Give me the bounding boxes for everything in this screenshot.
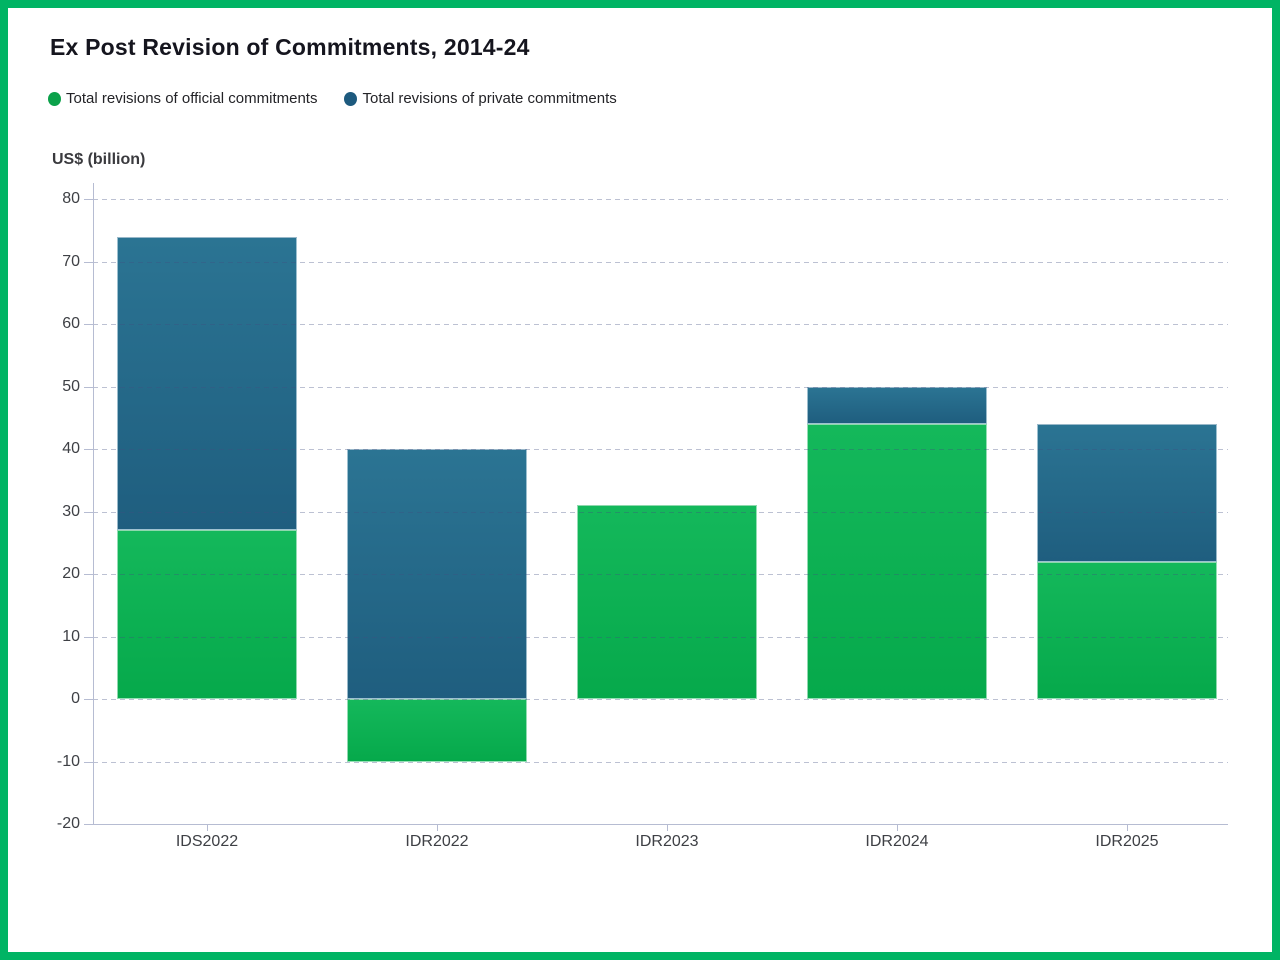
y-tick--20 [84,824,93,825]
y-tick-80 [84,199,93,200]
bar-segment-private-IDR2024[interactable] [807,386,987,424]
x-axis-label-IDR2024: IDR2024 [865,833,929,850]
x-tick-IDR2025 [1126,824,1128,831]
bar-segment-official-IDS2022[interactable] [117,530,297,699]
gridline-0 [93,699,1228,700]
bar-segment-private-IDR2022[interactable] [347,449,527,699]
x-tick-IDR2024 [896,824,898,831]
bar-segment-private-IDS2022[interactable] [117,236,297,531]
y-axis-label-70: 70 [62,252,80,270]
y-tick-20 [84,574,93,575]
legend-item-official[interactable]: Total revisions of official commitments [48,90,317,107]
y-axis-label--10: -10 [56,752,80,770]
y-axis-label-50: 50 [62,377,80,395]
gridline-50 [93,386,1228,388]
bar-segment-private-IDR2025[interactable] [1037,424,1217,562]
legend-label-official: Total revisions of official commitments [66,90,318,107]
x-tick-IDR2023 [666,824,668,831]
y-axis-label-60: 60 [62,315,80,332]
bar-segment-official-IDR2024[interactable] [807,424,987,699]
x-tick-IDR2022 [436,824,438,831]
y-tick-60 [84,324,93,325]
chart-title: Ex Post Revision of Commitments, 2014-24 [50,34,530,60]
y-axis-label-80: 80 [62,190,80,207]
legend-label-private: Total revisions of private commitments [362,90,617,107]
gridline--10 [93,761,1228,763]
legend-item-private[interactable]: Total revisions of private commitments [344,90,617,107]
x-axis-label-IDR2025: IDR2025 [1095,833,1159,850]
y-tick-40 [84,449,93,450]
x-axis-label-IDR2023: IDR2023 [635,833,699,850]
legend-swatch-private-icon [344,91,358,106]
bar-segment-official-IDR2023[interactable] [577,505,757,699]
y-tick-30 [84,511,93,513]
y-tick-10 [84,636,93,638]
y-axis-line [93,183,94,824]
y-axis-title: US$ (billion) [52,151,146,168]
bar-segment-official-IDR2022[interactable] [347,699,527,762]
y-axis-label-40: 40 [62,440,80,457]
gridline-80 [93,199,1228,200]
gridline-40 [93,449,1228,450]
y-tick-50 [84,386,93,388]
y-axis-label--20: -20 [56,815,80,832]
x-tick-IDS2022 [206,824,208,831]
y-tick-70 [84,261,93,263]
y-tick-0 [84,699,93,700]
x-axis-label-IDR2022: IDR2022 [405,833,469,850]
y-axis-label-0: 0 [71,690,80,707]
gridline-60 [93,324,1228,325]
gridline-70 [93,261,1228,263]
y-axis-label-10: 10 [62,627,80,645]
x-axis-label-IDS2022: IDS2022 [175,833,239,850]
y-axis-label-30: 30 [62,502,80,520]
gridline-20 [93,574,1228,575]
y-axis-label-20: 20 [62,565,80,582]
gridline-10 [93,636,1228,638]
legend: Total revisions of official commitments … [48,90,617,107]
bar-segment-official-IDR2025[interactable] [1037,561,1217,699]
x-axis-line [93,824,1228,825]
legend-swatch-official-icon [48,91,61,106]
y-tick--10 [84,761,93,763]
gridline-30 [93,511,1228,513]
